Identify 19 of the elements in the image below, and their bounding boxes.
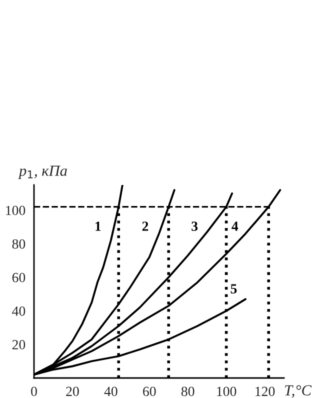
y-tick-label: 60 <box>12 272 26 282</box>
x-tick-label: 40 <box>104 386 118 396</box>
x-tick-label: 0 <box>31 386 37 396</box>
y-tick-label: 100 <box>6 206 26 216</box>
y-tick-label: 40 <box>12 306 26 316</box>
series-label: 3 <box>192 222 198 231</box>
series-label: 4 <box>232 222 238 231</box>
series-label: 2 <box>142 222 148 231</box>
series-label: 5 <box>230 284 237 294</box>
y-axis-title: p$_{1}$, кПа <box>18 166 67 180</box>
y-tick-label: 80 <box>12 239 26 249</box>
x-tick-label: 100 <box>217 386 236 396</box>
y-tick-label: 20 <box>12 340 26 350</box>
x-tick-label: 80 <box>181 386 194 396</box>
x-axis-title: T,°C <box>285 385 312 398</box>
x-tick-label: 20 <box>66 386 79 396</box>
x-tick-label: 120 <box>256 386 275 396</box>
x-tick-label: 60 <box>143 386 156 396</box>
series-label: 1 <box>96 222 101 231</box>
